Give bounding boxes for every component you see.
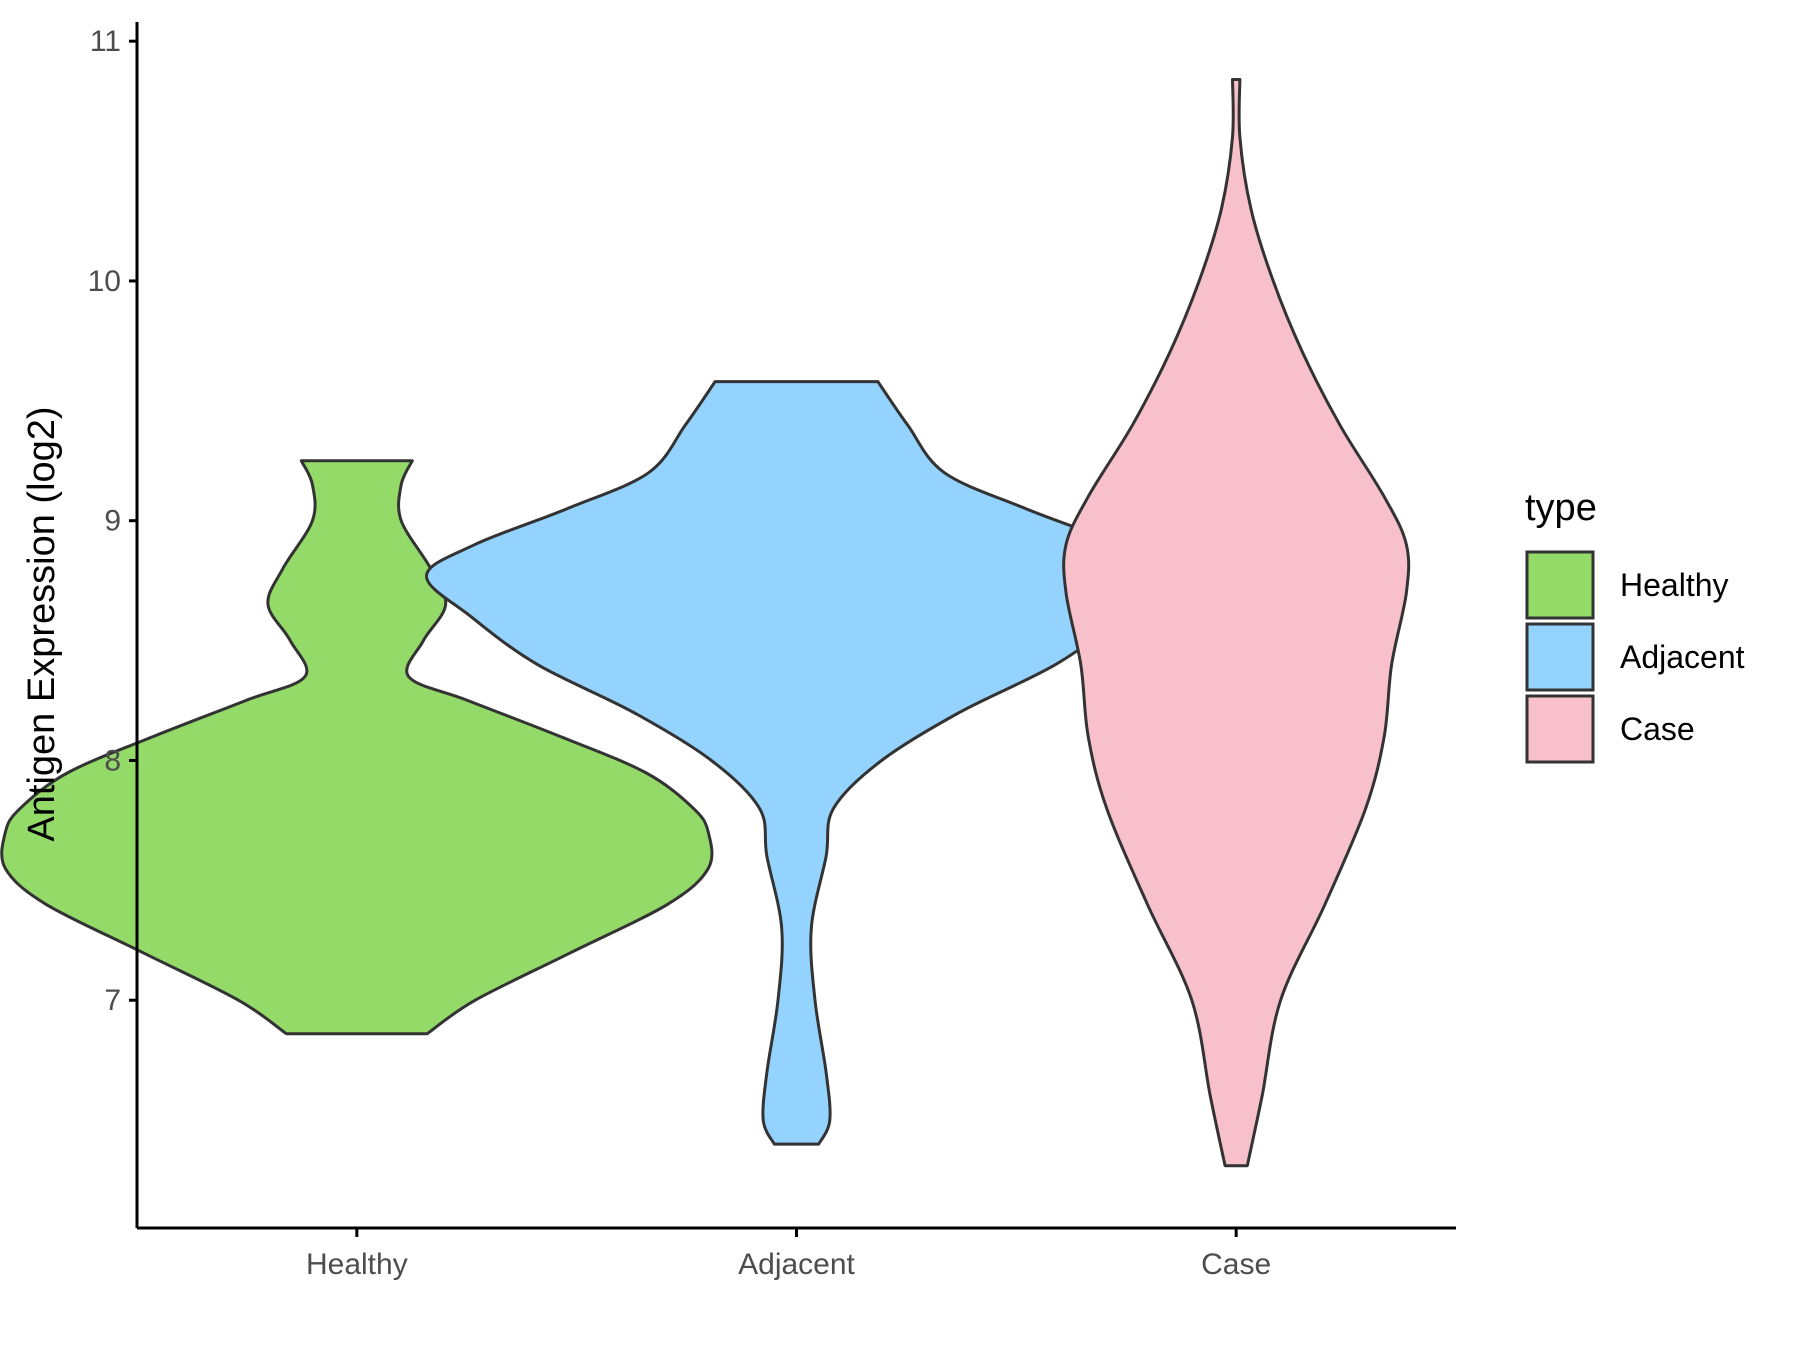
violin-adjacent [424,380,1169,1146]
legend-swatch-case [1525,694,1595,764]
plot-area [0,78,1411,1168]
legend-title: type [1525,487,1597,529]
legend-swatch-healthy [1525,550,1595,620]
violin-healthy [0,459,714,1036]
legend-label-adjacent: Adjacent [1620,639,1745,675]
y-tick-label: 11 [90,25,121,58]
violin-case [1062,78,1411,1168]
y-axis-title: Antigen Expression (log2) [21,406,63,841]
y-tick-label: 9 [104,505,121,538]
x-axis: Healthy Adjacent Case [306,1228,1271,1281]
x-tick-label: Healthy [306,1248,408,1281]
y-tick-label: 10 [88,265,121,298]
legend: type Healthy Adjacent Case [1525,487,1745,764]
legend-label-case: Case [1620,711,1695,747]
y-tick-label: 8 [104,744,121,777]
y-axis: 7 8 9 10 11 [88,25,137,1017]
y-tick-label: 7 [104,984,121,1017]
legend-label-healthy: Healthy [1620,567,1729,603]
x-tick-label: Case [1201,1248,1271,1281]
x-tick-label: Adjacent [738,1248,855,1281]
legend-swatch-adjacent [1525,622,1595,692]
